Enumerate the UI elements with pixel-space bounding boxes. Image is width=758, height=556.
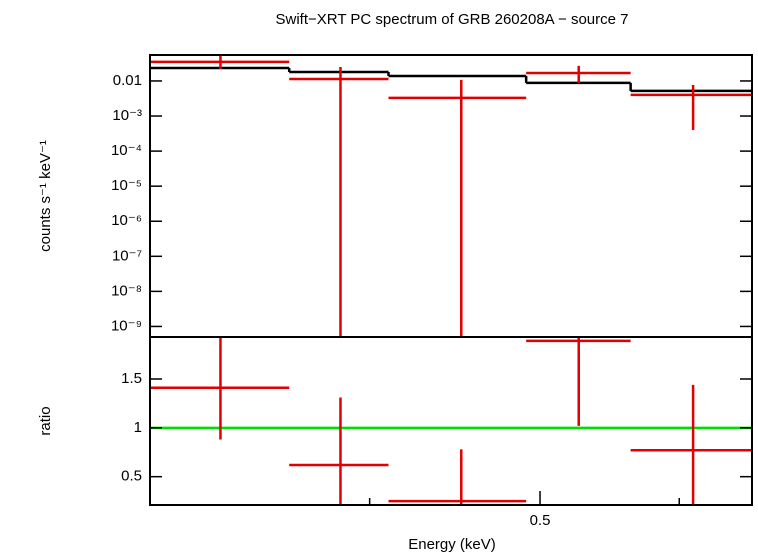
- y-tick-label: 1.5: [121, 370, 142, 387]
- x-axis-label: Energy (keV): [408, 536, 496, 553]
- y-axis-label: ratio: [37, 406, 54, 435]
- y-tick-label: 10⁻⁶: [111, 212, 142, 229]
- y-tick-label: 0.5: [121, 468, 142, 485]
- y-tick-label: 10⁻³: [112, 107, 142, 124]
- y-tick-label: 10⁻⁷: [112, 247, 142, 264]
- y-tick-label: 0.01: [113, 72, 142, 89]
- y-tick-label: 10⁻⁴: [111, 142, 142, 159]
- y-tick-label: 10⁻⁸: [111, 282, 142, 299]
- y-tick-label: 1: [134, 419, 142, 436]
- y-axis-label: counts s⁻¹ keV⁻¹: [37, 140, 54, 252]
- chart-title: Swift−XRT PC spectrum of GRB 260208A − s…: [276, 11, 629, 28]
- x-tick-label: 0.5: [530, 512, 551, 529]
- plot-area: [150, 337, 752, 505]
- plot-frame: [149, 336, 753, 506]
- y-tick-label: 10⁻⁹: [111, 317, 142, 334]
- plot-area: [150, 55, 752, 337]
- y-tick-label: 10⁻⁵: [111, 177, 142, 194]
